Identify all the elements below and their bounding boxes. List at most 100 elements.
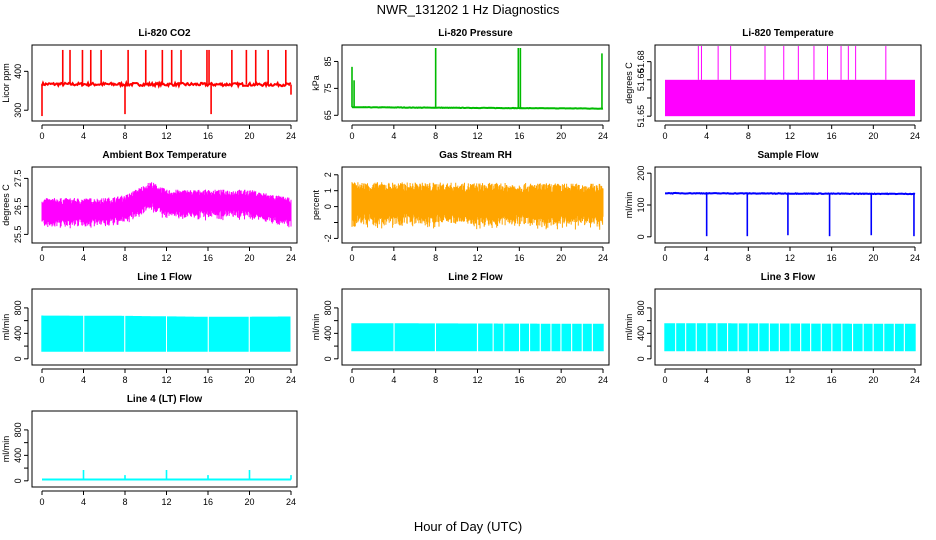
plot-frame <box>31 166 298 244</box>
x-tick-label: 4 <box>81 253 86 263</box>
y-axis-label: degrees C <box>624 62 634 104</box>
plot-frame <box>31 44 298 122</box>
y-tick-label: 2 <box>323 172 333 177</box>
y-axis-label: percent <box>311 189 321 220</box>
plot-frame <box>31 288 298 366</box>
x-tick-label: 4 <box>704 253 709 263</box>
x-tick-label: 4 <box>391 253 396 263</box>
x-axis: 0 4 8 12 16 20 24 <box>662 124 920 141</box>
y-tick-label: -2 <box>323 234 333 242</box>
x-tick-label: 12 <box>785 375 795 385</box>
y-tick-label: 51.65 <box>636 105 646 128</box>
x-axis: 0 4 8 12 16 20 24 <box>662 368 920 385</box>
panel-sflow: Sample Flow ml/min 0 4 8 12 16 20 24 0 100 200 <box>624 150 922 263</box>
y-tick-label: 400 <box>323 326 333 341</box>
x-tick-label: 8 <box>433 253 438 263</box>
x-tick-label: 0 <box>662 375 667 385</box>
panel-line4: Line 4 (LT) Flow ml/min 0 4 8 12 16 20 24 0 400 800 <box>1 394 298 507</box>
x-tick-label: 20 <box>244 253 254 263</box>
x-tick-label: 12 <box>785 253 795 263</box>
x-tick-label: 24 <box>910 375 920 385</box>
panel-title: Line 4 (LT) Flow <box>127 394 203 405</box>
y-tick-label: 0 <box>636 356 646 361</box>
x-tick-label: 24 <box>286 497 296 507</box>
series-line <box>665 191 916 196</box>
y-axis: 300 400 <box>13 64 29 118</box>
x-axis: 0 4 8 12 16 20 24 <box>662 246 920 263</box>
x-tick-label: 8 <box>433 131 438 141</box>
plot-frame <box>654 44 922 122</box>
x-tick-label: 20 <box>556 131 566 141</box>
y-axis: 65 75 85 <box>323 56 339 120</box>
x-tick-label: 24 <box>598 253 608 263</box>
y-tick-label: 75 <box>323 83 333 93</box>
x-tick-label: 12 <box>161 497 171 507</box>
y-tick-label: 85 <box>323 56 333 66</box>
flow-block <box>41 315 291 352</box>
x-tick-label: 8 <box>746 253 751 263</box>
series-line4 <box>42 470 292 481</box>
y-axis-label: kPa <box>311 75 321 91</box>
series-press <box>351 48 604 110</box>
plot-frame <box>654 288 922 366</box>
y-tick-label: 0 <box>636 234 646 239</box>
x-tick-label: 0 <box>39 131 44 141</box>
x-axis: 0 4 8 12 16 20 24 <box>349 246 608 263</box>
series-line <box>351 106 604 110</box>
y-tick-label: 400 <box>13 448 23 463</box>
y-tick-label: 0 <box>323 356 333 361</box>
series-boxtemp <box>41 182 292 229</box>
x-tick-label: 20 <box>556 375 566 385</box>
y-tick-label: 800 <box>323 300 333 315</box>
panel-title: Sample Flow <box>757 150 818 161</box>
panel-boxtemp: Ambient Box Temperature degrees C 0 4 8 12 16 2… <box>1 150 298 263</box>
y-axis-label: Licor ppm <box>1 63 11 103</box>
x-tick-label: 4 <box>81 375 86 385</box>
x-tick-label: 16 <box>827 253 837 263</box>
plot-frame <box>341 166 610 244</box>
x-tick-label: 16 <box>827 131 837 141</box>
panel-title: Line 1 Flow <box>137 272 192 283</box>
x-axis: 0 4 8 12 16 20 24 <box>349 124 608 141</box>
x-tick-label: 16 <box>203 497 213 507</box>
panel-title: Gas Stream RH <box>439 150 512 161</box>
x-tick-label: 4 <box>81 131 86 141</box>
x-tick-label: 8 <box>746 375 751 385</box>
y-axis-label: ml/min <box>624 192 634 219</box>
series-sflow <box>665 191 916 237</box>
x-tick-label: 0 <box>349 375 354 385</box>
x-tick-label: 24 <box>910 253 920 263</box>
x-tick-label: 0 <box>39 375 44 385</box>
x-axis: 0 4 8 12 16 20 24 <box>39 246 296 263</box>
x-tick-label: 12 <box>472 131 482 141</box>
y-tick-label: 0 <box>13 478 23 483</box>
flow-block <box>351 323 604 352</box>
x-axis: 0 4 8 12 16 20 24 <box>39 490 296 507</box>
x-tick-label: 20 <box>244 497 254 507</box>
x-tick-label: 12 <box>161 375 171 385</box>
x-tick-label: 12 <box>472 375 482 385</box>
x-tick-label: 24 <box>910 131 920 141</box>
plot-frame <box>341 44 610 122</box>
flow-block <box>664 323 916 352</box>
plot-frame <box>341 288 610 366</box>
band-area <box>665 79 915 117</box>
x-tick-label: 20 <box>244 131 254 141</box>
x-tick-label: 16 <box>203 131 213 141</box>
y-tick-label: 51.66 <box>636 69 646 92</box>
y-tick-label: 800 <box>636 300 646 315</box>
x-axis: 0 4 8 12 16 20 24 <box>39 124 296 141</box>
x-tick-label: 0 <box>39 497 44 507</box>
x-tick-label: 24 <box>286 375 296 385</box>
y-axis: 0 400 800 <box>323 300 339 361</box>
figure-title: NWR_131202 1 Hz Diagnostics <box>377 2 560 17</box>
y-tick-label: 400 <box>636 326 646 341</box>
y-tick-label: 0 <box>13 356 23 361</box>
y-tick-label: 800 <box>13 300 23 315</box>
noise-band <box>41 182 292 229</box>
x-tick-label: 20 <box>868 131 878 141</box>
panel-line1: Line 1 Flow ml/min 0 4 8 12 16 20 24 0 400 800 <box>1 272 298 385</box>
x-tick-label: 24 <box>286 131 296 141</box>
